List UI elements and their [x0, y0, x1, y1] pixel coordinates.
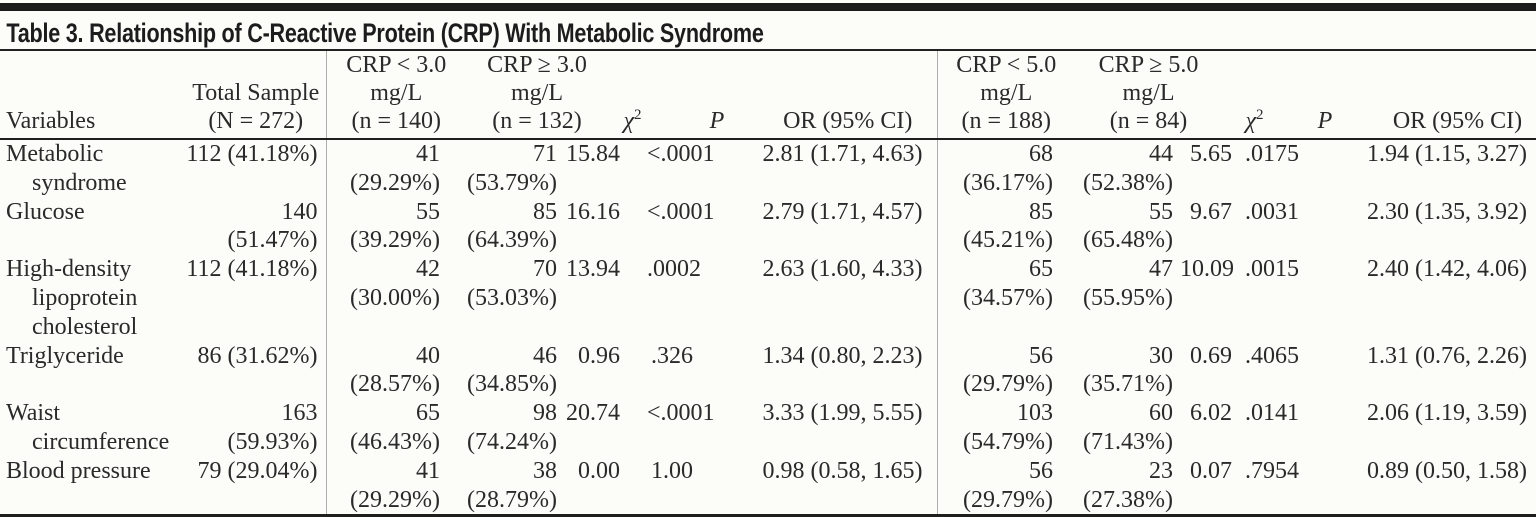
row-label: Waist circumference [6, 400, 170, 455]
column-header-crp-lt-3: CRP < 3.0 mg/L (n = 140) [325, 51, 450, 139]
table-cell: 2.81 (1.71, 4.63) [762, 141, 923, 167]
table-cell: 16.16 [566, 198, 620, 225]
row-label: Metabolic syndrome [6, 141, 127, 196]
column-header-crp-lt-5: CRP < 5.0 mg/L (n = 188) [936, 51, 1063, 139]
table-cell: 47 (55.95%) [1083, 256, 1173, 311]
table-cell: .0002 [647, 256, 701, 283]
table-cell: 41 (29.29%) [325, 139, 450, 198]
table-cell: 2.06 (1.19, 3.59) [1367, 400, 1527, 427]
table-cell: 20.74 [566, 400, 620, 427]
table-cell: .0015 [1245, 256, 1299, 283]
table-row: Glucose 140 (51.47%) 55 (39.29%) 85 (64.… [0, 197, 1536, 256]
table-cell: 163 (59.93%) [227, 400, 318, 455]
table-cell: 15.84 [566, 141, 620, 167]
table-cell: 44 (52.38%) [1083, 141, 1173, 196]
table-cell: 0.96 [578, 342, 620, 369]
table-cell: 65 (46.43%) [325, 399, 450, 457]
table-cell: 85 (45.21%) [936, 197, 1063, 256]
table-cell: 42 (30.00%) [325, 255, 450, 342]
row-label: Blood pressure [6, 457, 151, 484]
table-row: Waist circumference 163 (59.93%) 65 (46.… [0, 399, 1536, 457]
table-cell: 1.00 [651, 457, 693, 484]
column-header-total-sample: Total Sample (N = 272) [192, 80, 320, 134]
table-cell: 41 (29.29%) [325, 456, 450, 516]
column-header-chi-square-1: χ2 [623, 107, 642, 135]
table-cell: 0.00 [578, 457, 620, 484]
table-cell: 38 (28.79%) [467, 457, 557, 513]
table-cell: .0141 [1245, 400, 1299, 427]
table-cell: 98 (74.24%) [467, 400, 557, 455]
table-cell: 55 (39.29%) [325, 197, 450, 256]
table-cell: 0.98 (0.58, 1.65) [762, 457, 923, 484]
table-title: Table 3. Relationship of C-Reactive Prot… [6, 18, 764, 48]
column-header-or-1: OR (95% CI) [783, 108, 913, 134]
table-cell: 2.63 (1.60, 4.33) [762, 256, 923, 283]
column-header-p-1: P [709, 108, 725, 134]
table-cell: 5.65 [1190, 141, 1232, 167]
column-header-chi-square-2: χ2 [1245, 107, 1264, 135]
table-cell: <.0001 [647, 400, 715, 427]
column-header-or-2: OR (95% CI) [1392, 108, 1523, 134]
table-cell: .326 [651, 342, 693, 369]
column-header-p-2: P [1317, 108, 1333, 134]
table-cell: 112 (41.18%) [186, 141, 318, 167]
table-cell: 86 (31.62%) [197, 342, 318, 369]
table-cell: .7954 [1245, 457, 1299, 484]
table-cell: 79 (29.04%) [197, 457, 318, 484]
table-cell: 56 (29.79%) [936, 341, 1063, 400]
statistics-table-wrap: Variables Total Sample (N = 272) CRP < 3… [0, 51, 1536, 517]
table-cell: 56 (29.79%) [936, 456, 1063, 516]
table-cell: .0175 [1245, 141, 1299, 167]
row-label: High-density lipoprotein cholesterol [6, 256, 138, 340]
table-cell: 13.94 [566, 256, 620, 283]
table-cell: 46 (34.85%) [467, 342, 557, 398]
table-cell: <.0001 [647, 198, 715, 225]
table-row: Triglyceride 86 (31.62%) 40 (28.57%) 46 … [0, 341, 1536, 400]
table-cell: 65 (34.57%) [936, 255, 1063, 342]
table-cell: 55 (65.48%) [1083, 198, 1173, 254]
table-cell: 23 (27.38%) [1083, 457, 1173, 513]
table-cell: 71 (53.79%) [467, 141, 557, 196]
column-header-crp-ge-5: CRP ≥ 5.0 mg/L (n = 84) [1098, 52, 1199, 134]
table-cell: .4065 [1245, 342, 1299, 369]
table-cell: 10.09 [1180, 256, 1234, 283]
table-cell: 70 (53.03%) [467, 256, 557, 311]
table-row: Blood pressure 79 (29.04%) 41 (29.29%) 3… [0, 456, 1536, 516]
table-cell: 112 (41.18%) [186, 256, 318, 283]
table-cell: 1.31 (0.76, 2.26) [1367, 342, 1527, 369]
table-cell: 2.79 (1.71, 4.57) [762, 198, 923, 225]
table-cell: 2.40 (1.42, 4.06) [1367, 256, 1527, 283]
table-cell: 2.30 (1.35, 3.92) [1367, 198, 1527, 225]
table-cell: 140 (51.47%) [227, 198, 318, 254]
table-cell: .0031 [1245, 198, 1299, 225]
table-cell: 0.07 [1190, 457, 1232, 484]
table-cell: 1.34 (0.80, 2.23) [762, 342, 923, 369]
table-cell: 30 (35.71%) [1083, 342, 1173, 398]
table-row: Metabolic syndrome 112 (41.18%) 41 (29.2… [0, 139, 1536, 198]
column-header-crp-ge-3: CRP ≥ 3.0 mg/L (n = 132) [487, 52, 587, 134]
table-cell: 103 (54.79%) [936, 399, 1063, 457]
table-cell: 6.02 [1190, 400, 1232, 427]
column-header-variables: Variables [6, 108, 96, 134]
top-rule-bar [0, 3, 1536, 11]
table-cell: <.0001 [647, 141, 715, 167]
header-row: Variables Total Sample (N = 272) CRP < 3… [0, 51, 1536, 139]
table-cell: 3.33 (1.99, 5.55) [762, 400, 923, 427]
table-cell: 0.69 [1190, 342, 1232, 369]
table-cell: 60 (71.43%) [1083, 400, 1173, 455]
row-label: Triglyceride [6, 342, 124, 369]
table-cell: 85 (64.39%) [467, 198, 557, 254]
statistics-table: Variables Total Sample (N = 272) CRP < 3… [0, 51, 1536, 517]
table-cell: 0.89 (0.50, 1.58) [1367, 457, 1527, 484]
table-cell: 68 (36.17%) [936, 139, 1063, 198]
row-label: Glucose [6, 198, 85, 225]
table-title-block: Table 3. Relationship of C-Reactive Prot… [0, 11, 1536, 51]
table-cell: 40 (28.57%) [325, 341, 450, 400]
table-row: High-density lipoprotein cholesterol 112… [0, 255, 1536, 342]
table-cell: 9.67 [1190, 198, 1232, 225]
table-cell: 1.94 (1.15, 3.27) [1367, 141, 1527, 167]
